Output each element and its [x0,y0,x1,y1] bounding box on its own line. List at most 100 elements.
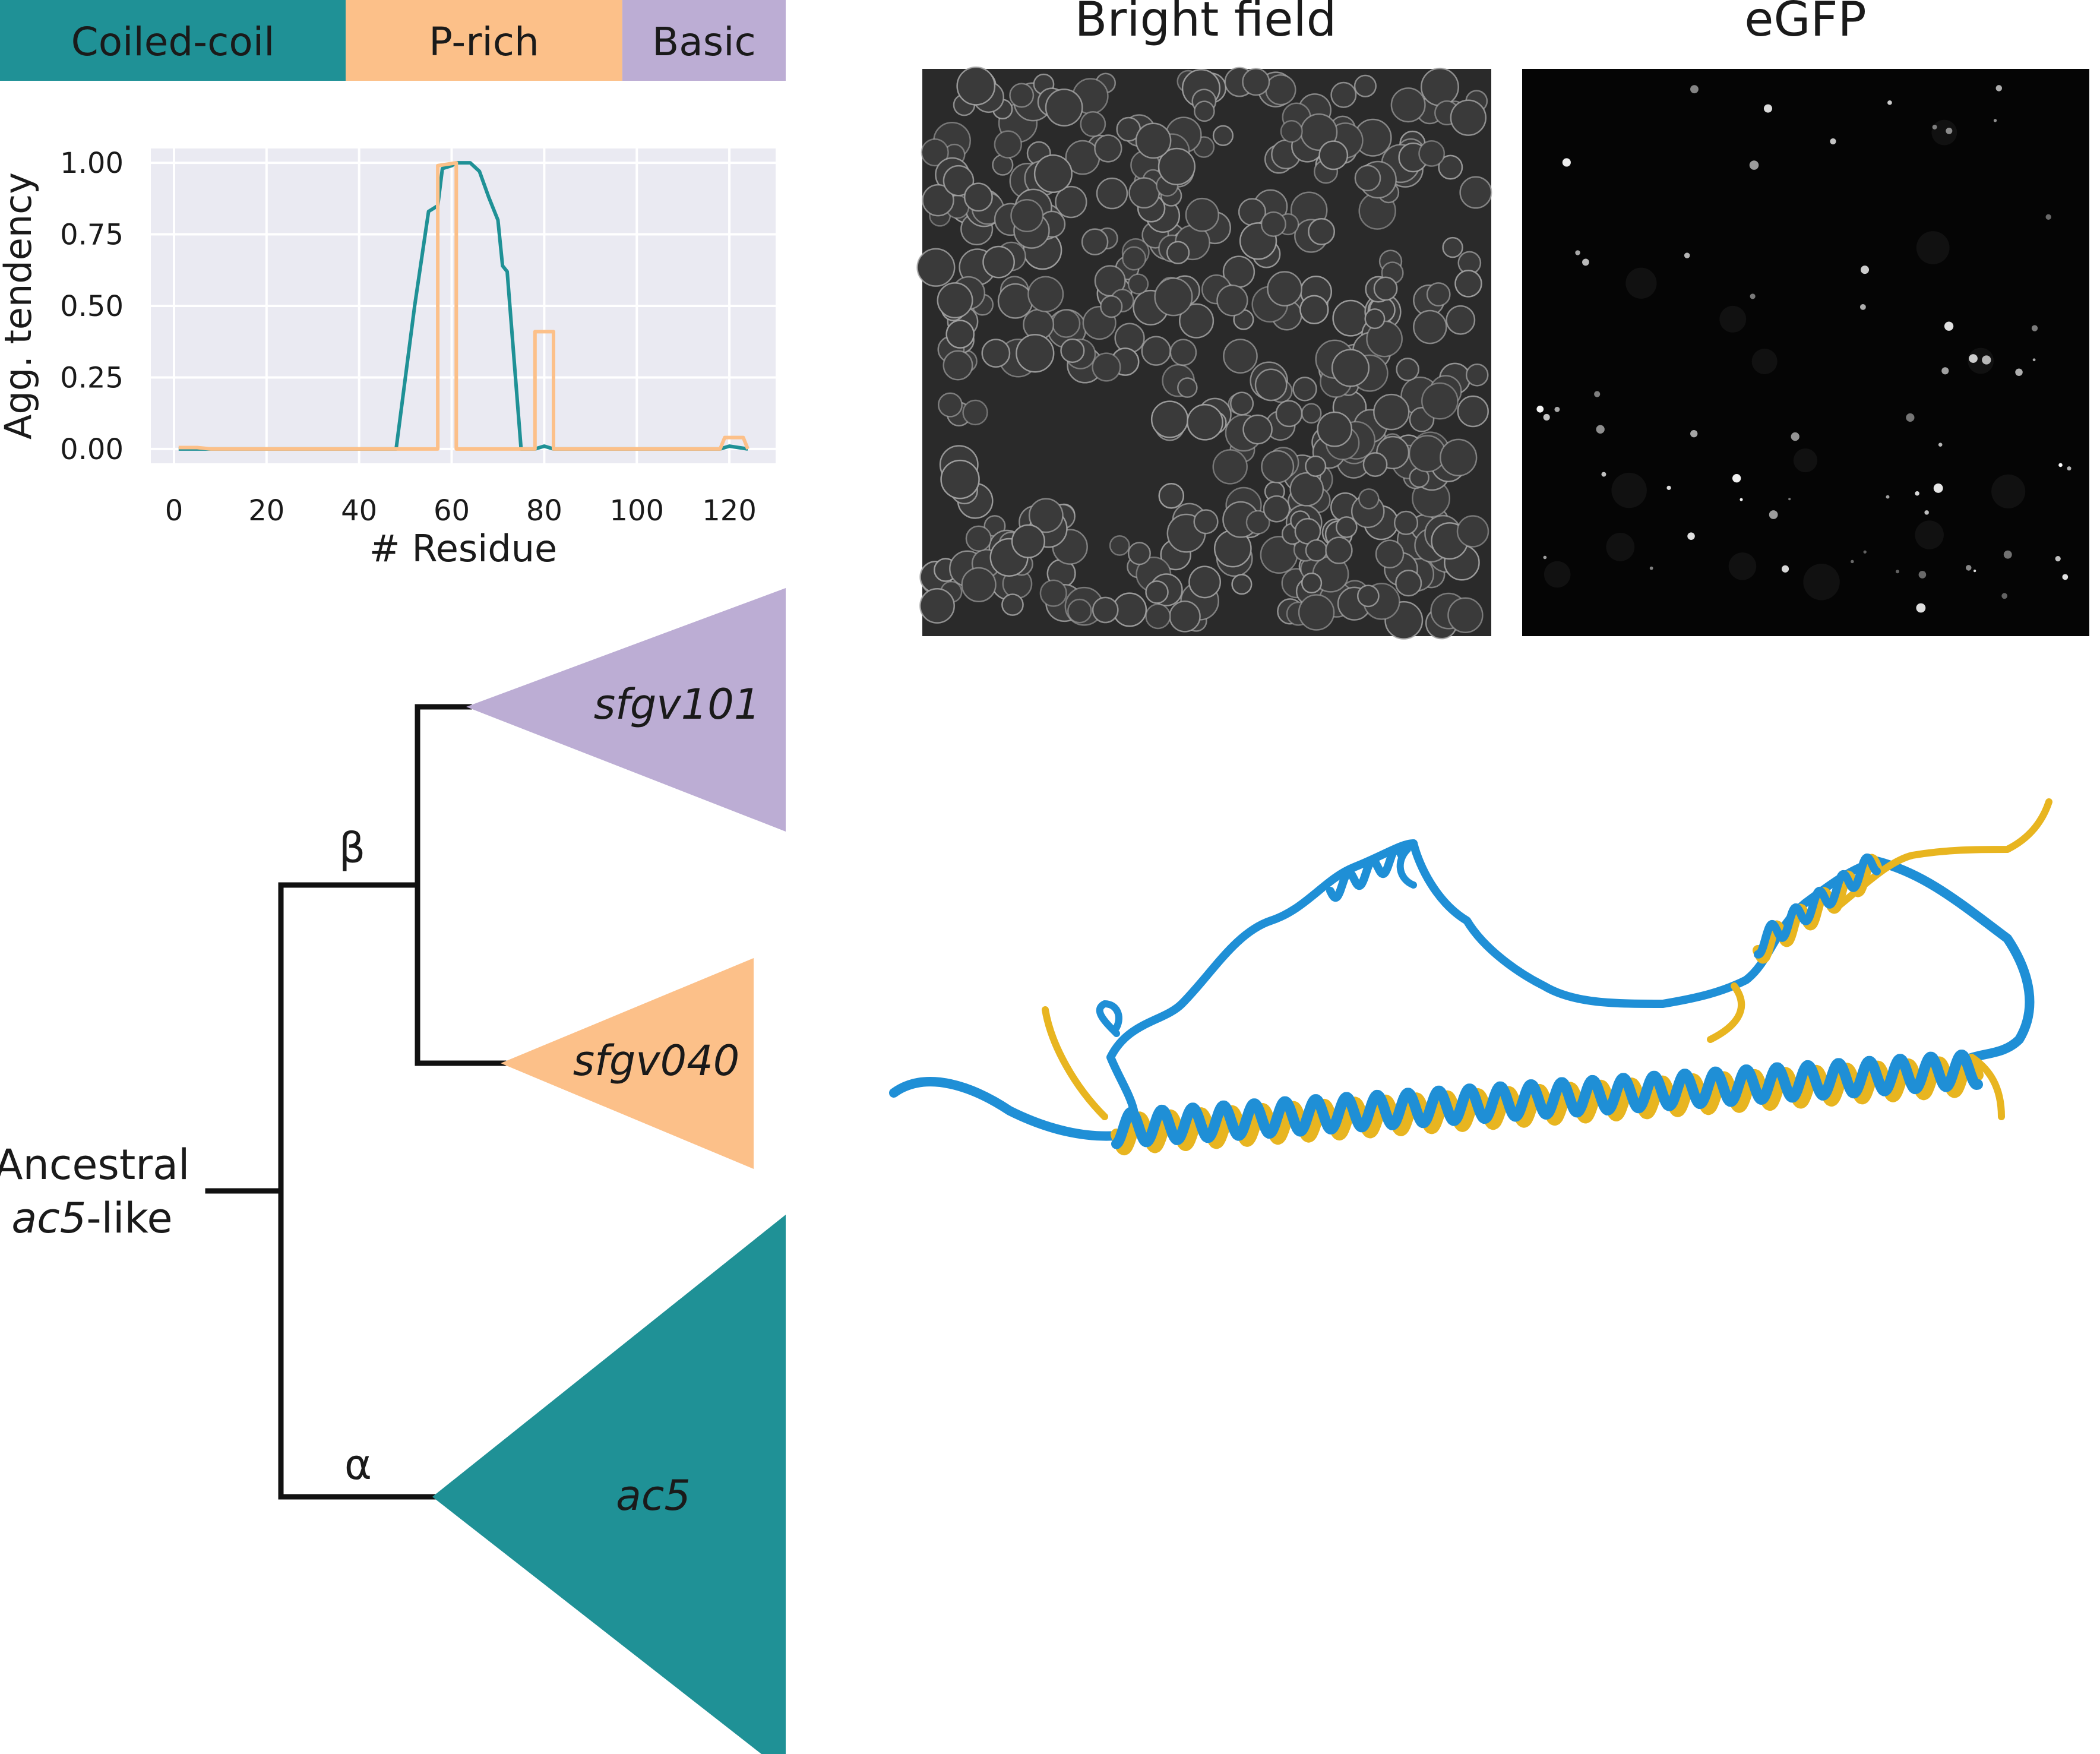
faint-cell-glow [1916,231,1950,264]
x-axis-label: # Residue [369,527,557,570]
cell [1438,154,1463,180]
cell [1187,404,1223,441]
microscopy-panels: Bright field eGFP [916,0,2089,640]
fluorescent-spot [1886,495,1890,499]
y-tick-label: 1.00 [60,147,124,180]
cell [1080,110,1106,137]
fluorescent-spot [2045,214,2051,220]
cell [1408,435,1446,473]
cell [1242,68,1270,96]
cell [1188,565,1222,599]
cell [1094,134,1122,163]
cell [1254,368,1288,402]
fluorescent-spot [1918,571,1927,579]
root-label-gene: ac5 [11,1194,86,1243]
coil-gold-loop [1832,798,2052,912]
cell [1193,509,1219,535]
cell [1439,438,1478,477]
faint-cell-glow [1728,552,1757,580]
cell [1390,87,1426,123]
fluorescent-spot [1666,485,1671,490]
cell [981,339,1011,368]
domain-architecture-bar: Coiled-coil P-rich Basic [0,0,786,81]
cell [1301,572,1323,594]
cell [1109,535,1130,556]
cell [1001,593,1024,616]
cell [1260,211,1286,237]
fluorescent-spot [1944,321,1954,331]
cell [963,182,993,212]
cell [1157,147,1196,186]
fluorescent-spot [1974,569,1976,573]
x-tick-label: 100 [609,494,664,527]
cell [1127,542,1151,565]
fluorescent-spot [1788,498,1791,501]
faint-cell-glow [1915,520,1944,549]
cell [1081,228,1109,255]
cell [1447,597,1484,633]
cell [1027,276,1064,312]
cell [1016,334,1055,373]
fluorescent-spot [1863,550,1867,554]
fluorescent-spot [1916,603,1926,613]
cell [1305,455,1327,477]
cell [1127,273,1149,295]
alpha-node-label: α [344,1440,372,1489]
fluorescent-spot [1562,158,1571,167]
cell [1135,122,1172,159]
cell [1067,598,1092,624]
fluorescent-spot [1895,570,1900,574]
cell [1242,414,1273,445]
cell [1335,516,1358,538]
cell [1456,515,1489,548]
cell [1442,236,1463,258]
cell [965,525,992,552]
cell [1375,539,1405,569]
cell [982,245,1015,279]
cell [1145,580,1169,604]
domain-segment-basic [622,0,786,81]
cell [943,165,975,197]
cell [1011,524,1046,558]
protein-structure [889,798,2052,1156]
series-line-0 [178,161,748,451]
cell [1114,323,1145,353]
tree-branches [205,704,507,1500]
cell [1231,574,1253,595]
cell [1393,510,1419,535]
fluorescent-spot [1732,474,1741,483]
fluorescent-spot [1763,104,1773,113]
egfp-title: eGFP [1744,0,1866,47]
cell [1169,601,1201,633]
cell [1051,309,1081,338]
cell [1177,377,1198,398]
fluorescent-spot [2032,358,2036,362]
cell [922,184,954,217]
cell [1353,74,1377,97]
fluorescent-spot [1781,565,1789,573]
y-tick-labels: 0.00 0.25 0.50 0.75 1.00 [60,147,124,466]
cell [962,399,988,426]
domain-segment-coiled-coil [0,0,346,81]
cell [1396,358,1419,381]
fluorescent-spot [1649,566,1653,570]
helix-blue-upper [1754,853,1881,959]
faint-cell-glow [1719,305,1747,333]
cell [1223,339,1258,374]
x-tick-label: 80 [526,494,562,527]
cell [1354,165,1381,192]
y-tick-label: 0.75 [60,219,124,252]
cell [1261,450,1295,483]
fluorescent-spot [1982,355,1991,365]
fluorescent-spot [1906,413,1915,422]
root-label-suffix: -like [86,1194,172,1243]
fluorescent-spot [1924,510,1929,515]
fluorescent-spot [1750,293,1756,299]
phylogenetic-tree: sfgv101 sfgv040 ac5 β α Ancestral ac5-li… [0,588,786,1754]
cell [1150,400,1189,438]
cell [1229,391,1254,416]
fluorescent-spot [1941,367,1949,375]
cell [1096,177,1128,210]
faint-cell-glow [1968,347,1994,374]
